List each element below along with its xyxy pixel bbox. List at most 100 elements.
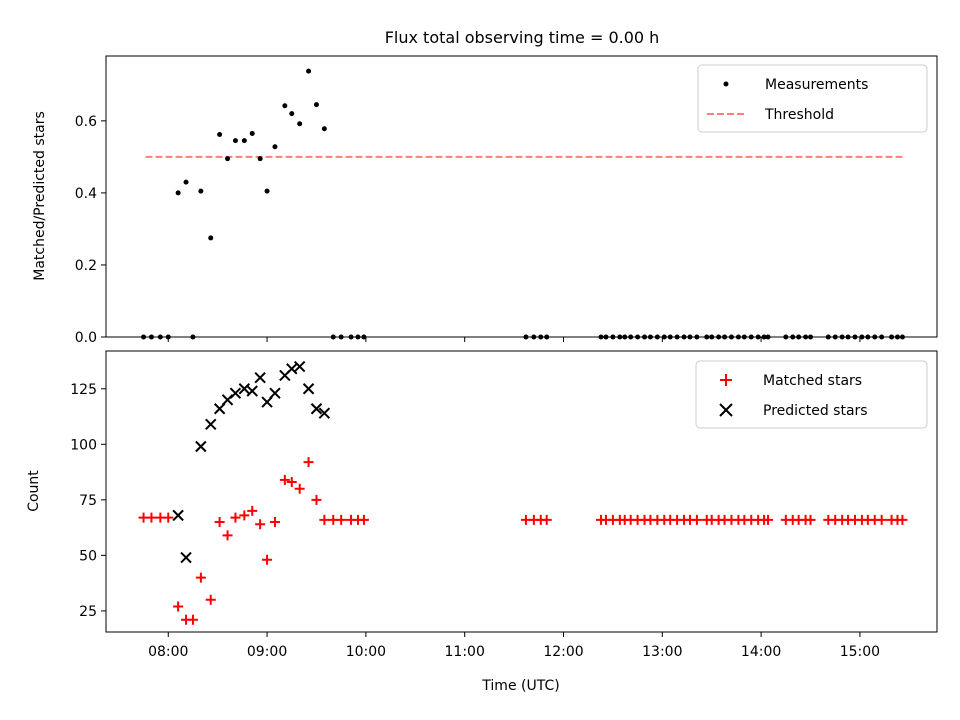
- legend-predicted-marker: [719, 403, 733, 417]
- predicted-star-point: [310, 403, 323, 415]
- measurement-point: [157, 334, 163, 340]
- y-tick-label: 125: [70, 382, 97, 398]
- measurement-point: [852, 334, 858, 340]
- predicted-star-point: [261, 396, 273, 408]
- legend-matched-marker: [720, 374, 732, 386]
- measurement-point: [748, 334, 754, 340]
- measurement-point: [635, 334, 641, 340]
- matched-star-point: [294, 483, 305, 494]
- measurement-point: [642, 334, 648, 340]
- measurement-point: [681, 334, 687, 340]
- measurement-point: [674, 334, 680, 340]
- y-tick-label: 0.0: [75, 330, 97, 346]
- predicted-star-point: [213, 403, 226, 415]
- measurement-point: [361, 334, 367, 340]
- matched-star-point: [336, 514, 347, 525]
- predicted-star-point: [286, 363, 298, 375]
- measurement-point: [865, 334, 871, 340]
- legend-measurements-marker: [723, 81, 729, 87]
- ratio-legend-frame: [697, 64, 928, 133]
- y-tick-label: 100: [70, 437, 97, 453]
- measurement-point: [617, 334, 623, 340]
- x-tick-label: 11:00: [445, 644, 485, 660]
- measurement-point: [783, 334, 789, 340]
- measurement-point: [859, 334, 865, 340]
- predicted-star-point: [205, 418, 217, 431]
- measurement-point: [761, 334, 767, 340]
- matched-star-point: [214, 517, 225, 528]
- measurement-point: [141, 334, 147, 340]
- measurement-point: [728, 334, 734, 340]
- measurement-point: [198, 188, 204, 194]
- measurement-point: [297, 121, 303, 127]
- measurement-point: [183, 179, 189, 185]
- matched-star-point: [163, 512, 174, 523]
- measurement-point: [264, 188, 270, 194]
- matched-star-point: [876, 514, 887, 525]
- matched-star-point: [303, 457, 314, 468]
- measurement-point: [839, 334, 845, 340]
- matched-star-point: [358, 514, 369, 525]
- count-panel-ylabel: Count: [26, 470, 42, 512]
- measurement-point: [694, 334, 700, 340]
- predicted-star-point: [269, 387, 281, 399]
- count-panel-legend: Matched stars Predicted stars: [695, 360, 928, 429]
- measurement-point: [704, 334, 710, 340]
- measurement-point: [735, 334, 741, 340]
- matched-star-point: [247, 505, 258, 516]
- measurement-point: [544, 334, 550, 340]
- measurement-point: [628, 334, 634, 340]
- legend-predicted-label: Predicted stars: [763, 403, 868, 419]
- ratio-panel-ylabel: Matched/Predicted stars: [32, 111, 48, 281]
- measurement-point: [338, 334, 344, 340]
- measurement-point: [661, 334, 667, 340]
- measurement-point: [208, 235, 214, 241]
- measurement-point: [523, 334, 529, 340]
- matched-star-point: [319, 514, 330, 525]
- measurement-point: [603, 334, 609, 340]
- measurement-point: [803, 334, 809, 340]
- x-tick-label: 09:00: [247, 644, 287, 660]
- x-tick-label: 10:00: [346, 644, 386, 660]
- legend-threshold-label: Threshold: [764, 107, 834, 123]
- matched-star-point: [279, 474, 290, 485]
- x-tick-label: 12:00: [543, 644, 583, 660]
- measurement-point: [741, 334, 747, 340]
- measurement-point: [538, 334, 544, 340]
- x-tick-label: 13:00: [642, 644, 682, 660]
- measurement-point: [894, 334, 900, 340]
- measurement-point: [832, 334, 838, 340]
- measurement-point: [899, 334, 905, 340]
- matched-star-point: [239, 510, 250, 521]
- measurement-point: [845, 334, 851, 340]
- y-tick-label: 50: [79, 548, 97, 564]
- measurement-point: [889, 334, 895, 340]
- predicted-star-point: [180, 551, 192, 564]
- matched-star-point: [255, 519, 266, 530]
- measurement-point: [808, 334, 814, 340]
- measurement-point: [190, 334, 196, 340]
- matched-star-point: [805, 514, 816, 525]
- matched-star-point: [262, 554, 273, 565]
- matched-star-point: [897, 514, 908, 525]
- y-tick-label: 75: [79, 493, 97, 509]
- matched-star-point: [187, 614, 198, 625]
- chart-title: Flux total observing time = 0.00 h: [385, 28, 660, 47]
- measurement-point: [790, 334, 796, 340]
- measurement-point: [241, 138, 247, 144]
- matched-star-point: [173, 601, 184, 612]
- ratio-panel: 0.0 0.2 0.4 0.6 Matched/Predicted stars Mea…: [32, 55, 938, 346]
- measurement-point: [355, 334, 361, 340]
- predicted-star-point: [238, 383, 251, 395]
- measurement-point: [531, 334, 537, 340]
- measurement-point: [330, 334, 336, 340]
- predicted-star-point: [246, 385, 258, 397]
- measurement-point: [257, 156, 263, 162]
- ratio-panel-legend: Measurements Threshold: [697, 64, 928, 133]
- matched-star-point: [311, 494, 322, 505]
- measurement-point: [598, 334, 604, 340]
- measurement-point: [306, 68, 312, 74]
- predicted-star-point: [172, 509, 184, 522]
- x-tick-label: 15:00: [840, 644, 880, 660]
- matched-star-point: [541, 514, 552, 525]
